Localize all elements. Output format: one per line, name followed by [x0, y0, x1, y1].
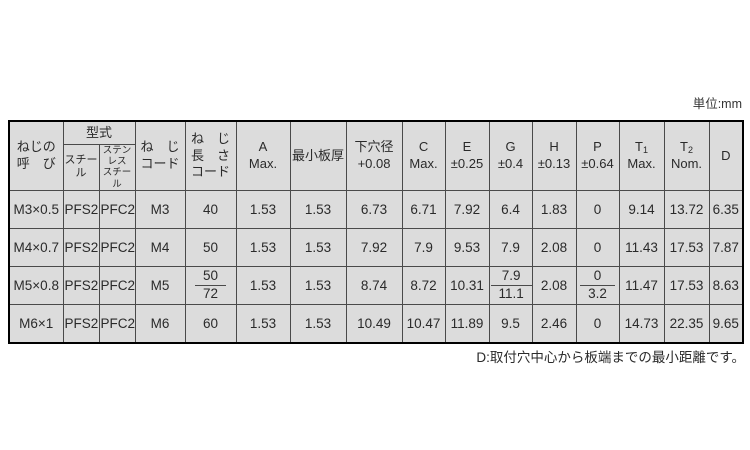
col-header-steel: スチール: [62, 143, 100, 192]
col-header-h: H ±0.13: [531, 120, 577, 192]
cell-a-max: 1.53: [235, 304, 291, 344]
stacked-values: 0 3.2: [580, 268, 615, 302]
table-row-m5: M5×0.8 PFS2 PFC2 M5 50 72 1.53 1.53 8.74…: [8, 266, 744, 306]
cell-g: 7.9: [488, 228, 533, 268]
cell-t1-max: 11.43: [618, 228, 665, 268]
header-row-top: ねじの 呼 び 型式 ね じ コード ね じ 長 さ コード A Max. 最小…: [8, 120, 744, 192]
col-header-p: P ±0.64: [575, 120, 620, 192]
cell-t2-nom: 13.72: [663, 190, 710, 230]
cell-length-code: 50 72: [184, 266, 237, 306]
cell-e: 11.89: [444, 304, 490, 344]
cell-g: 9.5: [488, 304, 533, 344]
cell-pilot-hole: 6.73: [345, 190, 403, 230]
cell-length-code: 50: [184, 228, 237, 268]
cell-screw-code: M4: [134, 228, 186, 268]
cell-pilot-hole: 8.74: [345, 266, 403, 306]
col-header-a-max: A Max.: [235, 120, 291, 192]
cell-steel-model: PFS2: [62, 304, 100, 344]
col-header-screw-length-code: ね じ 長 さ コード: [184, 120, 237, 192]
col-header-screw-call-line2: 呼 び: [16, 156, 56, 172]
cell-d: 6.35: [708, 190, 744, 230]
cell-t1-max: 9.14: [618, 190, 665, 230]
cell-min-thickness: 1.53: [289, 266, 347, 306]
cell-h: 2.46: [531, 304, 577, 344]
cell-stainless-model: PFC2: [98, 266, 136, 306]
cell-t1-max: 11.47: [618, 266, 665, 306]
cell-steel-model: PFS2: [62, 266, 100, 306]
cell-pilot-hole: 7.92: [345, 228, 403, 268]
cell-p: 0 3.2: [575, 266, 620, 306]
col-header-g: G ±0.4: [488, 120, 533, 192]
col-header-t2-nom: T2 Nom.: [663, 120, 710, 192]
cell-length-code: 60: [184, 304, 237, 344]
cell-g: 7.9 11.1: [488, 266, 533, 306]
cell-screw-code: M5: [134, 266, 186, 306]
cell-c-max: 6.71: [401, 190, 446, 230]
col-header-stainless-steel: ステンレス スチール: [98, 143, 136, 192]
table-row-m6: M6×1 PFS2 PFC2 M6 60 1.53 1.53 10.49 10.…: [8, 304, 744, 344]
cell-c-max: 7.9: [401, 228, 446, 268]
col-header-model-type: 型式: [62, 120, 136, 145]
stacked-values: 7.9 11.1: [490, 268, 532, 302]
col-header-t1-max: T1 Max.: [618, 120, 665, 192]
cell-screw-call: M5×0.8: [8, 266, 64, 306]
cell-h: 2.08: [531, 266, 577, 306]
unit-label: 単位:mm: [692, 97, 742, 111]
cell-screw-call: M4×0.7: [8, 228, 64, 268]
cell-d: 7.87: [708, 228, 744, 268]
cell-h: 1.83: [531, 190, 577, 230]
footnote-d-definition: D:取付穴中心から板端までの最小距離です。: [476, 350, 745, 365]
table-row-m4: M4×0.7 PFS2 PFC2 M4 50 1.53 1.53 7.92 7.…: [8, 228, 744, 268]
header-row-sub: スチール ステンレス スチール: [9, 143, 743, 192]
cell-pilot-hole: 10.49: [345, 304, 403, 344]
col-header-min-plate-thickness: 最小板厚: [289, 120, 347, 192]
cell-e: 9.53: [444, 228, 490, 268]
cell-p: 0: [575, 228, 620, 268]
cell-c-max: 10.47: [401, 304, 446, 344]
cell-min-thickness: 1.53: [289, 304, 347, 344]
cell-a-max: 1.53: [235, 228, 291, 268]
col-header-pilot-hole: 下穴径 +0.08: [345, 120, 403, 192]
col-header-screw-call-line1: ねじの: [16, 139, 56, 155]
col-header-c-max: C Max.: [401, 120, 446, 192]
col-header-screw-call: ねじの 呼 び: [8, 120, 64, 192]
cell-t1-max: 14.73: [618, 304, 665, 344]
cell-t2-nom: 22.35: [663, 304, 710, 344]
cell-a-max: 1.53: [235, 266, 291, 306]
cell-stainless-model: PFC2: [98, 190, 136, 230]
cell-min-thickness: 1.53: [289, 228, 347, 268]
cell-t2-nom: 17.53: [663, 228, 710, 268]
cell-a-max: 1.53: [235, 190, 291, 230]
cell-min-thickness: 1.53: [289, 190, 347, 230]
cell-h: 2.08: [531, 228, 577, 268]
cell-screw-code: M3: [134, 190, 186, 230]
table-row-m3: M3×0.5 PFS2 PFC2 M3 40 1.53 1.53 6.73 6.…: [8, 190, 744, 230]
cell-p: 0: [575, 190, 620, 230]
cell-screw-call: M6×1: [8, 304, 64, 344]
cell-d: 9.65: [708, 304, 744, 344]
cell-stainless-model: PFC2: [98, 304, 136, 344]
cell-p: 0: [575, 304, 620, 344]
cell-stainless-model: PFC2: [98, 228, 136, 268]
spec-table: ねじの 呼 び 型式 ね じ コード ね じ 長 さ コード A Max. 最小…: [8, 120, 745, 344]
cell-steel-model: PFS2: [62, 190, 100, 230]
cell-t2-nom: 17.53: [663, 266, 710, 306]
cell-e: 10.31: [444, 266, 490, 306]
col-header-e: E ±0.25: [444, 120, 490, 192]
stacked-values: 50 72: [195, 268, 227, 302]
col-header-screw-code: ね じ コード: [134, 120, 186, 192]
cell-g: 6.4: [488, 190, 533, 230]
cell-screw-code: M6: [134, 304, 186, 344]
col-header-d: D: [708, 120, 744, 192]
cell-length-code: 40: [184, 190, 237, 230]
cell-steel-model: PFS2: [62, 228, 100, 268]
cell-e: 7.92: [444, 190, 490, 230]
cell-screw-call: M3×0.5: [8, 190, 64, 230]
cell-d: 8.63: [708, 266, 744, 306]
cell-c-max: 8.72: [401, 266, 446, 306]
